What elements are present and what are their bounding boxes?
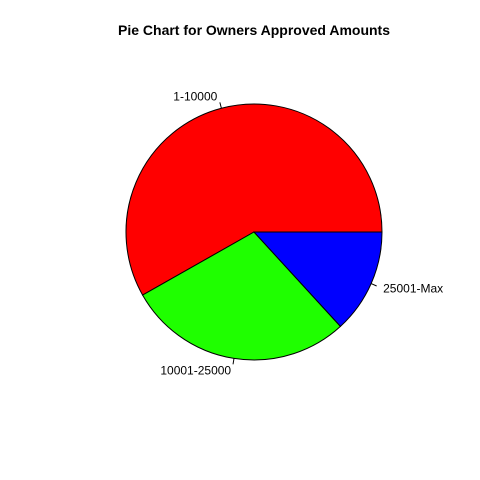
chart-title: Pie Chart for Owners Approved Amounts [118,22,390,38]
leader-line-1-10000 [219,102,222,109]
pie-slice-25001-Max [252,231,383,328]
slice-label-10001-25000: 10001-25000 [160,363,231,377]
slice-label-1-10000: 1-10000 [173,90,217,104]
slice-label-25001-Max: 25001-Max [383,281,443,295]
pie-labels: 1-10000 10001-25000 25001-Max [160,90,443,378]
leader-line-10001-25000 [232,358,235,365]
leader-line-25001-Max [370,283,377,287]
pie-slices [125,103,383,361]
pie-slice-10001-25000 [141,231,342,361]
